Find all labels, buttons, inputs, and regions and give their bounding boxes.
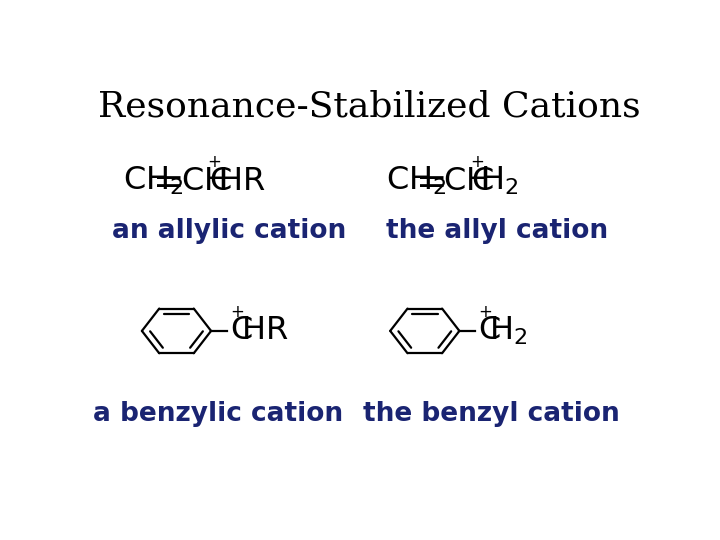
- Text: $\mathrm{C}$: $\mathrm{C}$: [478, 315, 500, 347]
- Text: Resonance-Stabilized Cations: Resonance-Stabilized Cations: [98, 90, 640, 124]
- Text: $\mathrm{C}$: $\mathrm{C}$: [230, 315, 252, 347]
- Text: $+$: $+$: [207, 153, 222, 171]
- Text: $+$: $+$: [230, 303, 244, 321]
- Text: $\mathrm{H_2}$: $\mathrm{H_2}$: [480, 165, 518, 198]
- Text: $\mathrm{HR}$: $\mathrm{HR}$: [217, 166, 265, 197]
- Text: $\mathrm{CH_2}$: $\mathrm{CH_2}$: [124, 165, 184, 198]
- Text: a benzylic cation: a benzylic cation: [94, 401, 343, 427]
- Text: $+$: $+$: [469, 153, 484, 171]
- Text: $+$: $+$: [478, 303, 492, 321]
- Text: $\mathrm{CH}$: $\mathrm{CH}$: [444, 166, 488, 197]
- Text: the allyl cation: the allyl cation: [386, 218, 608, 244]
- Text: $\mathrm{CH_2}$: $\mathrm{CH_2}$: [386, 165, 446, 198]
- Text: $\mathrm{H_2}$: $\mathrm{H_2}$: [489, 315, 527, 347]
- Text: $\mathrm{C}$: $\mathrm{C}$: [471, 166, 494, 197]
- Text: the benzyl cation: the benzyl cation: [364, 401, 620, 427]
- Text: $\mathrm{HR}$: $\mathrm{HR}$: [240, 315, 288, 347]
- Text: $=$: $=$: [408, 163, 444, 199]
- Text: $\mathrm{CH}$: $\mathrm{CH}$: [181, 166, 226, 197]
- Text: $=$: $=$: [145, 163, 182, 199]
- Text: an allylic cation: an allylic cation: [112, 218, 346, 244]
- Text: $\mathrm{C}$: $\mathrm{C}$: [209, 166, 231, 197]
